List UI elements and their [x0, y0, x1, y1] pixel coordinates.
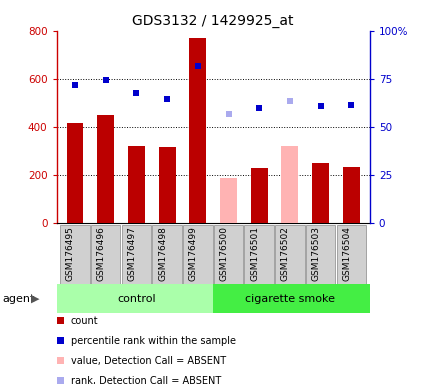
Text: rank, Detection Call = ABSENT: rank, Detection Call = ABSENT [71, 376, 220, 384]
Text: GSM176504: GSM176504 [342, 227, 351, 281]
Text: GSM176503: GSM176503 [311, 227, 320, 281]
Text: GSM176496: GSM176496 [96, 227, 105, 281]
Text: GSM176502: GSM176502 [280, 227, 289, 281]
Text: control: control [117, 293, 155, 304]
Text: value, Detection Call = ABSENT: value, Detection Call = ABSENT [71, 356, 226, 366]
Text: GSM176495: GSM176495 [66, 227, 75, 281]
Bar [91, 225, 120, 283]
Bar [66, 123, 83, 223]
Bar [244, 225, 273, 283]
Bar [60, 225, 89, 283]
Bar [250, 167, 267, 223]
Text: percentile rank within the sample: percentile rank within the sample [71, 336, 235, 346]
Text: count: count [71, 316, 99, 326]
Text: GSM176499: GSM176499 [188, 227, 197, 281]
Text: GSM176500: GSM176500 [219, 227, 228, 281]
Bar [152, 225, 181, 283]
Bar [336, 225, 365, 283]
Bar [281, 146, 298, 223]
Bar [312, 163, 328, 223]
Bar [183, 225, 212, 283]
Bar [213, 225, 243, 283]
Bar [305, 225, 335, 283]
Text: ▶: ▶ [31, 293, 40, 304]
Bar [56, 284, 213, 313]
Title: GDS3132 / 1429925_at: GDS3132 / 1429925_at [132, 14, 293, 28]
Bar [97, 115, 114, 223]
Text: GSM176497: GSM176497 [127, 227, 136, 281]
Bar [189, 38, 206, 223]
Text: agent: agent [2, 293, 34, 304]
Bar [158, 147, 175, 223]
Bar [220, 178, 237, 223]
Bar [122, 225, 151, 283]
Bar [213, 284, 369, 313]
Bar [275, 225, 304, 283]
Bar [342, 167, 359, 223]
Bar [128, 146, 145, 223]
Text: GSM176501: GSM176501 [250, 227, 259, 281]
Text: GSM176498: GSM176498 [158, 227, 167, 281]
Text: cigarette smoke: cigarette smoke [244, 293, 334, 304]
